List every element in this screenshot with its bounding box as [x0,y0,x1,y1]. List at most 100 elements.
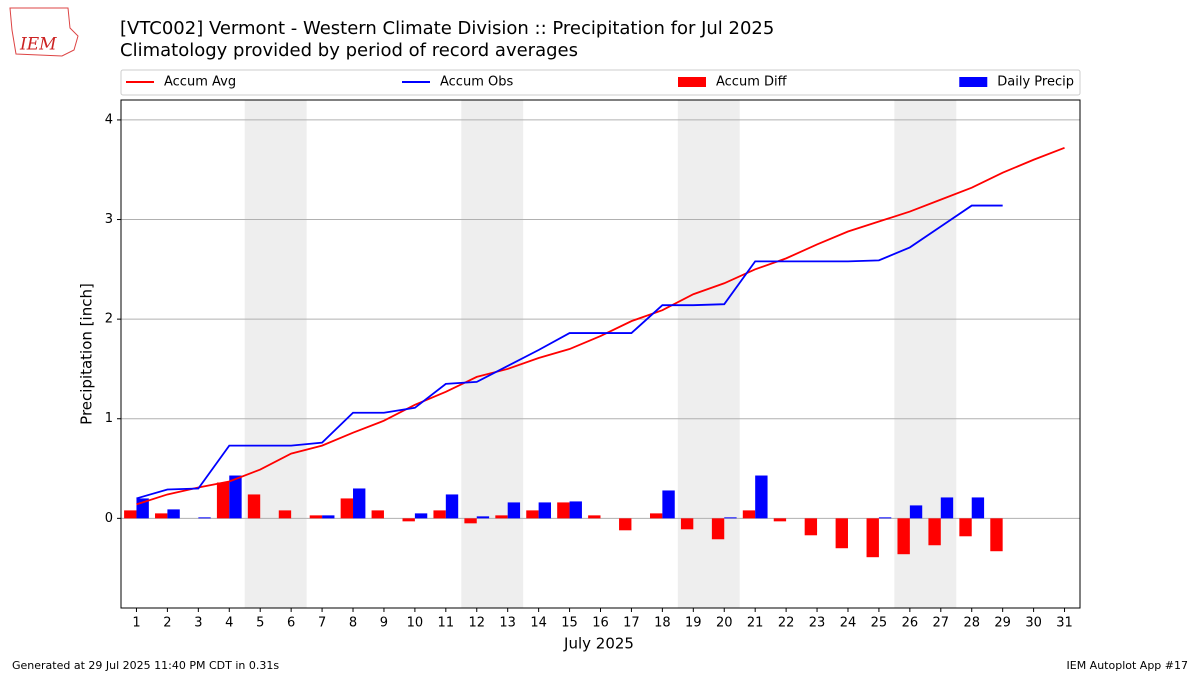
x-tick-label: 3 [194,616,202,631]
bar [680,518,694,530]
bar [990,518,1003,552]
chart-title: [VTC002] Vermont - Western Climate Divis… [120,18,774,39]
bar [198,517,211,519]
x-tick-label: 19 [685,616,702,631]
bar [724,517,737,519]
bar [538,502,552,519]
x-tick-label: 15 [561,616,578,631]
bar [619,518,632,531]
y-tick-label: 4 [105,112,113,127]
weekend-shade [244,100,307,608]
bar [649,513,663,519]
x-tick-label: 13 [499,616,516,631]
x-tick-label: 26 [902,616,919,631]
y-tick-label: 2 [105,312,113,327]
bar [804,518,818,536]
x-tick-label: 12 [468,616,485,631]
bar [464,518,477,524]
bar [353,488,366,519]
x-tick-label: 6 [287,616,295,631]
bar [247,494,261,519]
bar [557,502,570,519]
x-tick-label: 7 [318,616,326,631]
bar [569,501,582,519]
logo-shape [9,7,79,57]
x-tick-label: 2 [163,616,171,631]
plot-frame [120,99,1081,609]
bar [897,518,910,555]
x-tick-label: 1 [132,616,140,631]
x-tick-label: 18 [654,616,671,631]
bar [773,518,787,522]
bar [495,515,508,519]
x-tick-label: 31 [1056,616,1073,631]
y-tick-label: 0 [105,511,113,526]
bar [878,517,892,519]
x-tick-label: 30 [1025,616,1042,631]
bar [835,518,848,549]
legend-label: Accum Obs [440,75,513,90]
x-tick-label: 17 [623,616,640,631]
bar [309,515,323,519]
legend-label: Daily Precip [997,75,1074,90]
y-axis-label: Precipitation [inch] [78,283,96,425]
x-tick-label: 14 [530,616,547,631]
bar [229,475,242,519]
x-tick-label: 4 [225,616,233,631]
legend-label: Accum Avg [164,75,236,90]
bar [124,510,137,519]
bar [445,494,459,519]
footer-right: IEM Autoplot App #17 [1067,659,1189,672]
x-tick-label: 11 [438,616,455,631]
x-tick-label: 27 [933,616,950,631]
x-tick-label: 28 [963,616,980,631]
x-tick-label: 20 [716,616,733,631]
chart-subtitle: Climatology provided by period of record… [120,40,578,61]
bar [278,510,292,519]
bar [476,516,490,519]
bar [940,497,954,519]
bar [959,518,972,537]
y-tick-label: 3 [105,212,113,227]
logo-text: IEM [19,35,57,55]
legend-swatch [678,77,706,87]
bar [155,513,168,519]
y-tick-label: 1 [105,411,113,426]
bar [402,518,415,522]
bar [971,497,985,519]
x-tick-label: 23 [809,616,826,631]
bar [928,518,941,546]
bar [755,475,768,519]
legend [120,69,1081,96]
bar [526,510,539,519]
legend-swatch [959,77,988,87]
bar [216,482,230,519]
x-tick-label: 16 [592,616,609,631]
x-tick-label: 25 [871,616,888,631]
bar [414,513,428,519]
x-tick-label: 8 [349,616,357,631]
bar [322,515,335,519]
bar [507,502,521,519]
legend-label: Accum Diff [716,75,788,90]
weekend-shade [677,100,740,608]
x-tick-label: 22 [778,616,795,631]
bar [167,509,180,519]
bar [588,515,601,519]
x-tick-label: 29 [994,616,1011,631]
bar [662,490,675,519]
bar [433,510,446,519]
bar [371,510,384,519]
x-tick-label: 24 [840,616,857,631]
bar [711,518,725,540]
logo: IEM [9,7,79,57]
bar [340,498,354,519]
bar [866,518,879,558]
x-tick-label: 10 [407,616,424,631]
x-tick-label: 21 [747,616,764,631]
bar [909,505,923,519]
x-tick-label: 5 [256,616,264,631]
line [136,204,1003,500]
footer-left: Generated at 29 Jul 2025 11:40 PM CDT in… [12,659,279,672]
